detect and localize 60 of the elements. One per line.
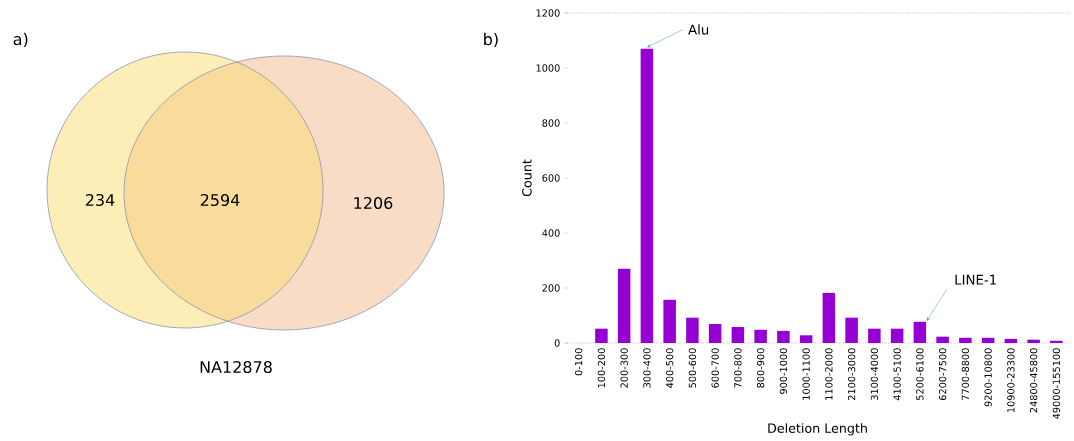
bar: [1050, 340, 1063, 343]
y-tick-label: 600: [542, 174, 560, 182]
x-tick-label: 400-500: [665, 348, 674, 388]
bar: [617, 268, 631, 343]
bar: [640, 48, 654, 343]
text: b): [484, 32, 498, 48]
bar: [754, 329, 767, 343]
x-tick-label: 4100-5100: [893, 348, 901, 401]
x-tick-label: 5200-6100: [916, 348, 924, 400]
bar: [822, 292, 836, 343]
bar: [731, 327, 745, 343]
y-axis-title: Count: [522, 159, 532, 197]
y-tick-label: 800: [542, 119, 560, 127]
x-tick-label: 200-300: [620, 348, 628, 388]
x-tick-label: 9200-10800: [984, 348, 992, 407]
bar: [890, 328, 904, 343]
bar: [595, 328, 608, 343]
data-label: 2594: [200, 193, 240, 207]
x-tick-label: 100-200: [597, 348, 606, 388]
data-label: 234: [85, 193, 115, 207]
bar: [777, 330, 790, 343]
bar: [708, 324, 722, 343]
annotation: LINE-1: [955, 274, 996, 285]
x-tick-label: 600-700: [711, 348, 719, 388]
y-tick-label: 1200: [536, 9, 560, 17]
bar: [1004, 338, 1018, 343]
data-label: 1206: [354, 196, 393, 210]
y-tick-label: 200: [542, 284, 560, 292]
x-tick-label: 3100-4000: [870, 348, 879, 401]
bar: [981, 337, 995, 343]
annotation: Alu: [688, 24, 709, 35]
x-tick-label: 900-1000: [779, 348, 788, 394]
x-tick-label: 24800-45800: [1029, 348, 1038, 413]
y-tick-label: 0: [554, 339, 560, 347]
text: NA12878: [200, 360, 272, 374]
bar: [868, 328, 881, 343]
bar: [799, 335, 813, 343]
x-tick-label: 10900-23300: [1007, 348, 1015, 413]
y-tick-label: 1000: [536, 64, 560, 72]
x-tick-label: 0-100: [574, 348, 583, 376]
x-tick-label: 1000-1100: [802, 348, 810, 400]
bar: [913, 321, 927, 343]
x-tick-label: 700-800: [734, 348, 742, 388]
bar: [936, 336, 949, 343]
y-tick-label: 400: [542, 229, 560, 237]
bar: [845, 317, 858, 343]
x-tick-label: 300-400: [643, 348, 651, 388]
x-tick-label: 6200-7500: [938, 348, 947, 401]
x-tick-label: 7700-8800: [961, 348, 970, 400]
x-axis-title: Deletion Length: [768, 423, 867, 436]
bar: [686, 317, 699, 343]
text: a): [13, 32, 28, 48]
bar: [1027, 339, 1040, 343]
x-tick-label: 1100-2000: [825, 348, 833, 400]
x-tick-label: 800-900: [756, 348, 765, 388]
x-tick-label: 49000-155100: [1052, 348, 1061, 419]
x-tick-label: 500-600: [688, 348, 697, 388]
x-tick-label: 2100-3000: [847, 348, 856, 401]
bar: [663, 299, 676, 343]
bar: [959, 337, 972, 343]
